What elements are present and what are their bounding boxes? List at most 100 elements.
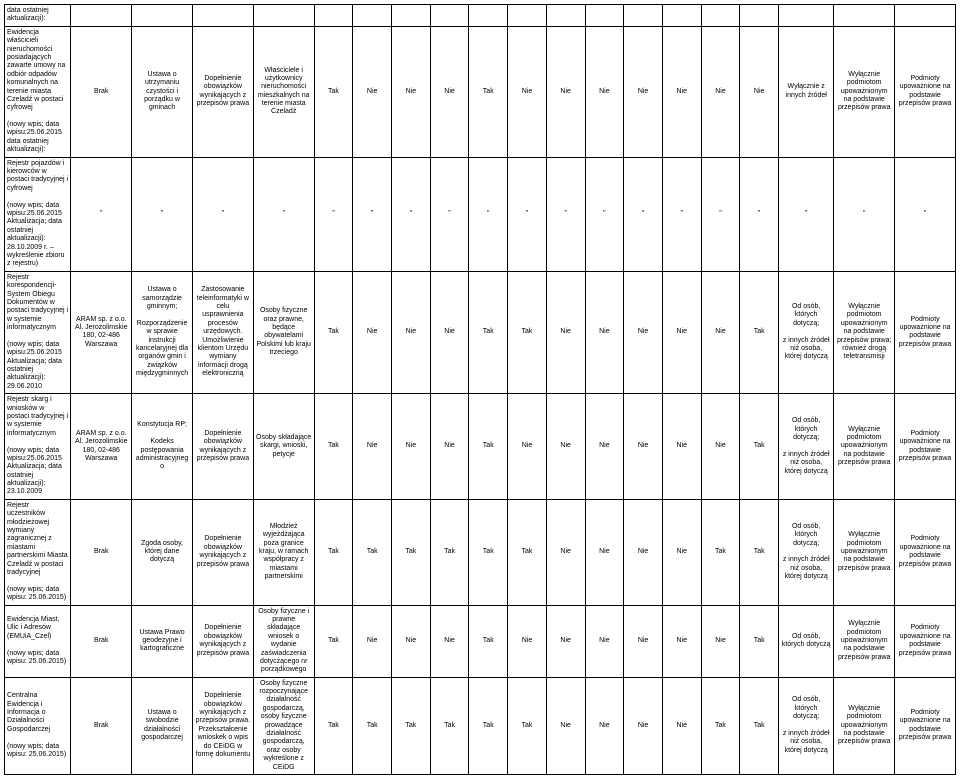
table-cell: Nie bbox=[430, 605, 469, 677]
table-cell: Ewidencja właścicieli nieruchomości posi… bbox=[5, 26, 71, 157]
table-cell bbox=[253, 5, 314, 27]
table-cell: Nie bbox=[740, 26, 779, 157]
table-cell: " bbox=[779, 157, 834, 271]
table-cell: ARAM sp. z o.o. Al. Jerozolimskie 180, 0… bbox=[71, 394, 132, 500]
table-cell bbox=[353, 5, 392, 27]
table-cell: Od osób, których dotyczą;z innych źródeł… bbox=[779, 394, 834, 500]
table-cell: Zgoda osoby, której dane dotyczą bbox=[132, 499, 193, 605]
table-cell: Nie bbox=[662, 499, 701, 605]
table-cell: Tak bbox=[469, 605, 508, 677]
table-cell: Tak bbox=[314, 26, 353, 157]
table-cell: Nie bbox=[546, 26, 585, 157]
table-cell bbox=[430, 5, 469, 27]
table-cell: Od osób, których dotyczą;z innych źródeł… bbox=[779, 677, 834, 774]
table-row: Ewidencja właścicieli nieruchomości posi… bbox=[5, 26, 956, 157]
table-cell: Nie bbox=[546, 677, 585, 774]
table-cell: Tak bbox=[701, 677, 740, 774]
table-cell: " bbox=[701, 157, 740, 271]
table-cell: Tak bbox=[740, 499, 779, 605]
table-cell: Podmioty upoważnione na podstawie przepi… bbox=[895, 26, 956, 157]
table-cell: " bbox=[585, 157, 624, 271]
table-cell: Tak bbox=[314, 394, 353, 500]
table-cell: Rejestr pojazdów i kierowców w postaci t… bbox=[5, 157, 71, 271]
table-cell: " bbox=[392, 157, 431, 271]
table-cell: Ustawa o utrzymaniu czystości i porządku… bbox=[132, 26, 193, 157]
table-cell: Rejestr korespondencji- System Obiegu Do… bbox=[5, 271, 71, 393]
table-cell: Nie bbox=[585, 677, 624, 774]
table-cell: Wyłącznie podmiotom upoważnionym na pods… bbox=[834, 677, 895, 774]
table-row: Ewidencja Miast, Ulic i Adresów (EMUiA_C… bbox=[5, 605, 956, 677]
table-cell: " bbox=[314, 157, 353, 271]
table-cell: Nie bbox=[662, 605, 701, 677]
table-cell: Nie bbox=[585, 271, 624, 393]
table-cell: Podmioty upoważnione na podstawie przepi… bbox=[895, 271, 956, 393]
table-cell: Nie bbox=[662, 26, 701, 157]
table-cell: Tak bbox=[430, 499, 469, 605]
table-cell: Nie bbox=[624, 394, 663, 500]
table-cell: Od osób, których dotyczą bbox=[779, 605, 834, 677]
table-cell: Tak bbox=[314, 677, 353, 774]
table-cell: Tak bbox=[314, 271, 353, 393]
table-cell: Nie bbox=[701, 605, 740, 677]
table-cell: Tak bbox=[740, 605, 779, 677]
table-cell: Nie bbox=[585, 26, 624, 157]
table-cell: Dopełnienie obowiązków wynikających z pr… bbox=[192, 26, 253, 157]
table-cell: Tak bbox=[469, 394, 508, 500]
table-cell: ARAM sp. z o.o. Al. Jerozolimskie 180, 0… bbox=[71, 271, 132, 393]
table-cell: Ustawa o samorządzie gminnym;Rozporządze… bbox=[132, 271, 193, 393]
table-cell: " bbox=[662, 157, 701, 271]
table-cell bbox=[314, 5, 353, 27]
table-row: Centralna Ewidencja i Informacja o Dział… bbox=[5, 677, 956, 774]
table-cell: Tak bbox=[469, 26, 508, 157]
table-cell: Tak bbox=[314, 499, 353, 605]
table-cell: " bbox=[624, 157, 663, 271]
table-cell: Nie bbox=[353, 26, 392, 157]
table-cell: Nie bbox=[430, 394, 469, 500]
table-cell: Dopełnienie obowiązków wynikających z pr… bbox=[192, 394, 253, 500]
table-cell: Młodzież wyjeżdżająca poza granice kraju… bbox=[253, 499, 314, 605]
table-cell: Nie bbox=[430, 271, 469, 393]
table-cell: Centralna Ewidencja i Informacja o Dział… bbox=[5, 677, 71, 774]
table-cell: Tak bbox=[740, 271, 779, 393]
table-cell: Tak bbox=[430, 677, 469, 774]
table-cell: Tak bbox=[469, 677, 508, 774]
table-row: Rejestr pojazdów i kierowców w postaci t… bbox=[5, 157, 956, 271]
table-cell: Nie bbox=[624, 26, 663, 157]
table-cell: Podmioty upoważnione na podstawie przepi… bbox=[895, 499, 956, 605]
table-cell: Wyłącznie podmiotom upoważnionym na pods… bbox=[834, 271, 895, 393]
table-cell: Osoby fizyczne rozpoczynające działalnoś… bbox=[253, 677, 314, 774]
table-cell: " bbox=[740, 157, 779, 271]
table-cell bbox=[779, 5, 834, 27]
table-cell: Rejestr skarg i wniosków w postaci trady… bbox=[5, 394, 71, 500]
table-cell: Nie bbox=[353, 271, 392, 393]
table-cell: Ewidencja Miast, Ulic i Adresów (EMUiA_C… bbox=[5, 605, 71, 677]
table-cell: Nie bbox=[624, 271, 663, 393]
table-cell bbox=[701, 5, 740, 27]
table-cell: Nie bbox=[508, 26, 547, 157]
table-cell: " bbox=[508, 157, 547, 271]
table-cell: " bbox=[253, 157, 314, 271]
table-cell: Wyłącznie z innych źródeł bbox=[779, 26, 834, 157]
table-cell: Nie bbox=[353, 605, 392, 677]
table-cell: Osoby fizyczne oraz prawne, będące obywa… bbox=[253, 271, 314, 393]
table-cell: Wyłącznie podmiotom upoważnionym na pods… bbox=[834, 605, 895, 677]
table-cell: Nie bbox=[546, 499, 585, 605]
table-cell: Nie bbox=[508, 394, 547, 500]
table-cell bbox=[469, 5, 508, 27]
table-cell: Nie bbox=[624, 677, 663, 774]
table-cell: Ustawa o swobodzie działalności gospodar… bbox=[132, 677, 193, 774]
table-cell: Nie bbox=[701, 271, 740, 393]
table-cell: Nie bbox=[624, 605, 663, 677]
table-row: Rejestr skarg i wniosków w postaci trady… bbox=[5, 394, 956, 500]
table-cell: Dopełnienie obowiązków wynikających z pr… bbox=[192, 677, 253, 774]
table-cell: Tak bbox=[392, 499, 431, 605]
table-cell bbox=[392, 5, 431, 27]
table-cell: " bbox=[71, 157, 132, 271]
table-cell: " bbox=[834, 157, 895, 271]
table-cell: Tak bbox=[353, 499, 392, 605]
table-cell bbox=[71, 5, 132, 27]
table-cell: Tak bbox=[469, 499, 508, 605]
table-row: data ostatniej aktualizacji): bbox=[5, 5, 956, 27]
table-cell: Nie bbox=[585, 394, 624, 500]
table-cell: Osoby fizyczne i prawne składające wnios… bbox=[253, 605, 314, 677]
